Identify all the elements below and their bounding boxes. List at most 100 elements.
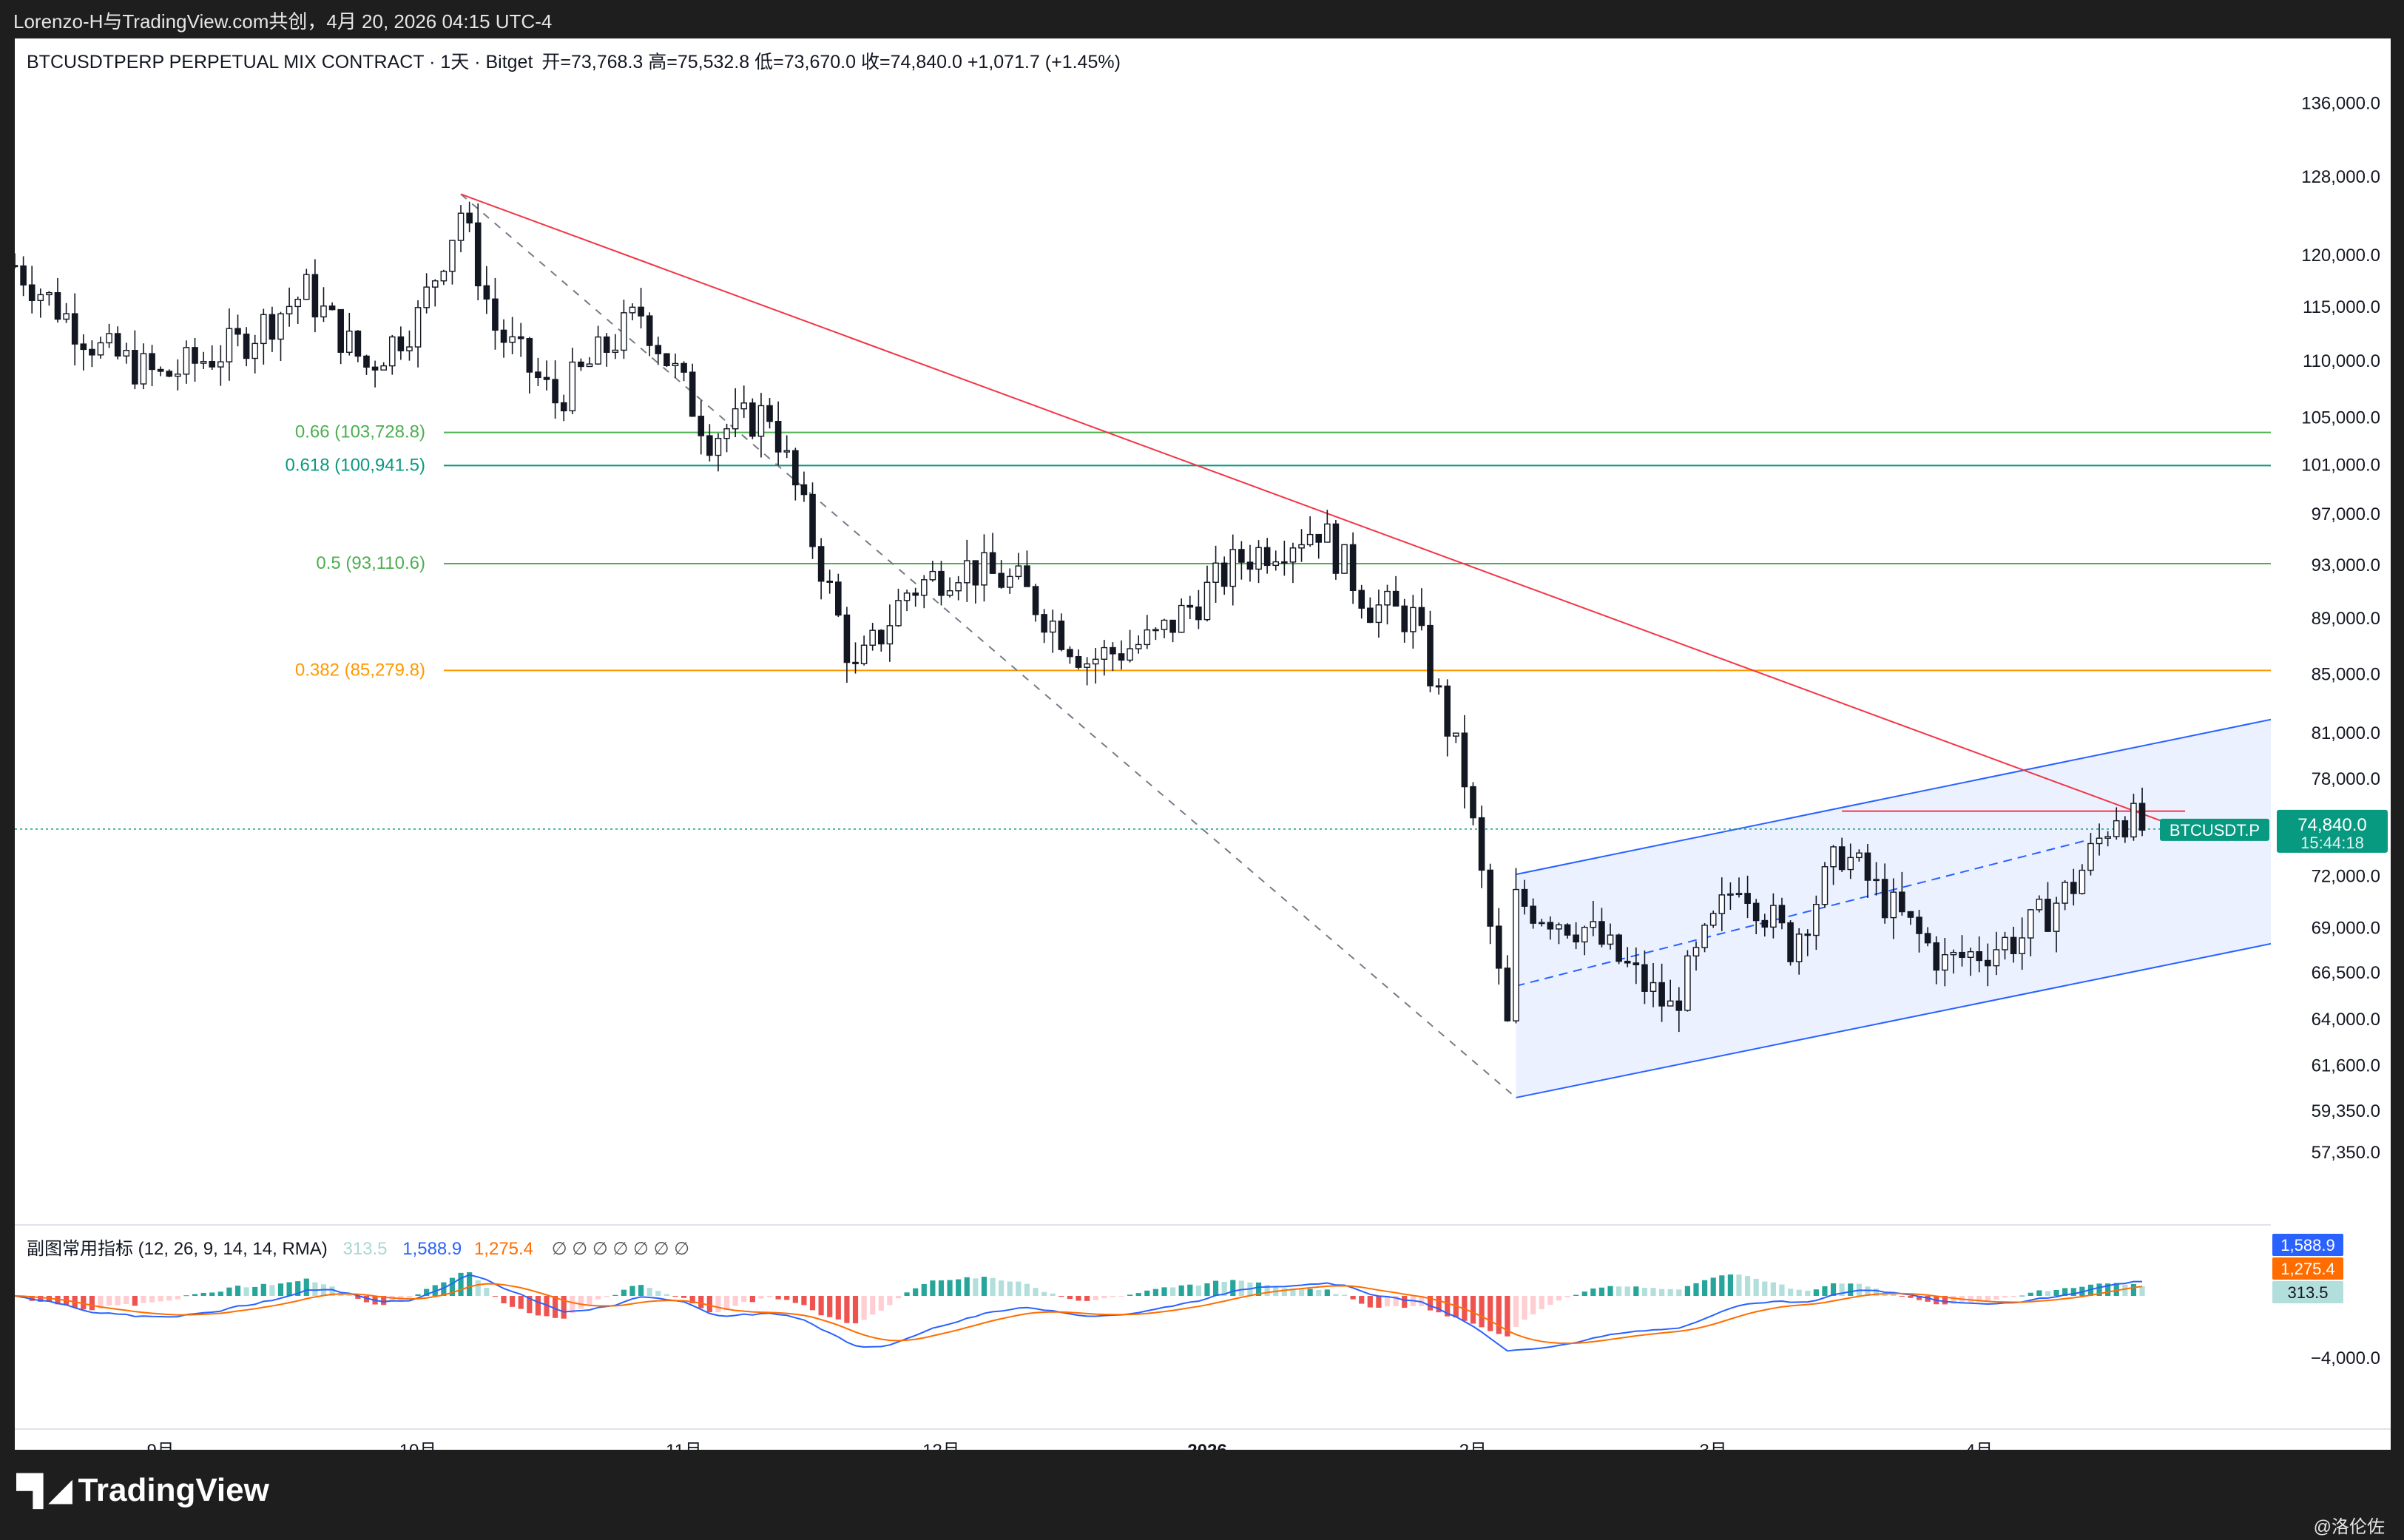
macd-histogram-bar bbox=[346, 1294, 352, 1296]
price-axis-tick: 128,000.0 bbox=[2301, 167, 2380, 187]
candle bbox=[1470, 786, 1476, 819]
signal-value-tag bbox=[2272, 1257, 2343, 1280]
candle bbox=[97, 342, 104, 356]
macd-histogram-bar bbox=[887, 1296, 893, 1306]
candle bbox=[2138, 803, 2146, 831]
indicator-title: 副图常用指标 (12, 26, 9, 14, 14, RMA) bbox=[27, 1239, 328, 1259]
macd-histogram-bar bbox=[1178, 1285, 1184, 1296]
channel-lower-line[interactable] bbox=[1516, 942, 2271, 1098]
candle bbox=[449, 240, 456, 272]
footer: ▀▌◢ TradingView @洛伦佐 bbox=[0, 1450, 2404, 1540]
macd-histogram-bar bbox=[132, 1296, 138, 1306]
candle bbox=[2027, 909, 2034, 939]
macd-histogram-bar bbox=[1787, 1289, 1794, 1296]
fib-anchor-line[interactable] bbox=[460, 193, 1517, 1098]
macd-histogram-bar bbox=[1822, 1286, 1828, 1296]
macd-histogram-bar bbox=[458, 1272, 464, 1296]
macd-histogram-bar bbox=[1127, 1294, 1133, 1296]
macd-histogram-bar bbox=[269, 1285, 275, 1296]
macd-histogram-bar bbox=[234, 1286, 241, 1296]
macd-histogram-bar bbox=[621, 1289, 627, 1296]
candle bbox=[792, 450, 799, 486]
macd-histogram-bar bbox=[1727, 1274, 1733, 1296]
macd-histogram-bar bbox=[749, 1296, 755, 1303]
macd-histogram-bar bbox=[2113, 1283, 2119, 1296]
macd-histogram-bar bbox=[870, 1296, 876, 1315]
candle bbox=[817, 546, 825, 582]
candle bbox=[1590, 921, 1597, 928]
candle bbox=[1950, 951, 1957, 956]
macd-histogram-bar bbox=[1848, 1283, 1854, 1296]
macd-histogram-bar bbox=[1195, 1285, 1201, 1296]
candle bbox=[809, 493, 816, 547]
candle bbox=[1220, 562, 1228, 587]
last-price-tag[interactable] bbox=[2277, 809, 2388, 853]
candle bbox=[2079, 869, 2086, 894]
chart-panel[interactable]: 136,000.0 128,000.0 120,000.0 115,000.0 110,… bbox=[15, 38, 2391, 1450]
candle bbox=[1933, 942, 1940, 971]
candle bbox=[1452, 732, 1459, 737]
candle bbox=[492, 298, 499, 331]
macd-histogram-bar bbox=[852, 1296, 859, 1324]
channel-upper-line[interactable] bbox=[1516, 718, 2271, 876]
candle bbox=[483, 285, 490, 300]
indicator-signal-value: 1,275.4 bbox=[474, 1239, 533, 1259]
macd-histogram-bar bbox=[29, 1296, 35, 1301]
macd-histogram-bar bbox=[527, 1296, 533, 1314]
candle bbox=[149, 353, 155, 371]
channel-mid-line[interactable] bbox=[1516, 840, 2087, 987]
chart-canvas[interactable]: 136,000.0 128,000.0 120,000.0 115,000.0 110,… bbox=[15, 38, 2391, 1450]
candle bbox=[474, 222, 482, 287]
macd-histogram-bar bbox=[2036, 1290, 2042, 1296]
candle bbox=[1118, 653, 1125, 661]
tradingview-logo[interactable]: ▀▌◢ TradingView bbox=[16, 1472, 269, 1509]
watermark-credit: @洛伦佐 bbox=[2313, 1517, 2385, 1537]
candle bbox=[2113, 820, 2120, 837]
symbol-tag[interactable] bbox=[2160, 818, 2269, 841]
candle bbox=[1521, 888, 1528, 907]
candle bbox=[1135, 644, 1142, 649]
candle bbox=[1607, 934, 1614, 945]
hist-value-tag-text: 313.5 bbox=[2287, 1283, 2328, 1302]
candle bbox=[1718, 894, 1726, 914]
candle bbox=[860, 644, 868, 664]
candle bbox=[209, 360, 216, 368]
candle bbox=[723, 428, 730, 439]
candle bbox=[1058, 621, 1065, 650]
downtrend-line[interactable] bbox=[460, 193, 2177, 828]
candle bbox=[397, 336, 405, 351]
candle bbox=[1795, 933, 1803, 962]
candle bbox=[106, 333, 112, 344]
indicator-legend: 副图常用指标 (12, 26, 9, 14, 14, RMA) 313.5 1,… bbox=[27, 1239, 689, 1259]
candle bbox=[1161, 619, 1168, 630]
candle bbox=[234, 328, 241, 335]
candle bbox=[311, 274, 319, 318]
time-axis-label: 4月 bbox=[1965, 1441, 1993, 1450]
macd-histogram-bar bbox=[303, 1278, 309, 1296]
candle bbox=[1127, 648, 1133, 661]
candle bbox=[200, 360, 207, 364]
candle bbox=[955, 582, 962, 592]
candle bbox=[80, 343, 87, 351]
candle bbox=[1341, 544, 1348, 574]
price-axis-tick: 110,000.0 bbox=[2303, 351, 2380, 371]
candle bbox=[1873, 879, 1880, 882]
time-axis-label: 2月 bbox=[1459, 1441, 1487, 1450]
candle bbox=[1152, 629, 1159, 632]
candle bbox=[672, 362, 679, 367]
macd-histogram-bar bbox=[1659, 1289, 1665, 1296]
candle bbox=[1675, 1000, 1683, 1011]
candle bbox=[1667, 1000, 1674, 1007]
candle bbox=[1075, 655, 1082, 668]
candle bbox=[1924, 933, 1931, 944]
legend-symbol: BTCUSDTPERP PERPETUAL MIX CONTRACT · 1天 … bbox=[27, 52, 1121, 72]
macd-histogram-bar bbox=[1925, 1296, 1931, 1302]
macd-histogram-bar bbox=[467, 1271, 473, 1296]
candle bbox=[1692, 947, 1700, 957]
macd-histogram-bar bbox=[1033, 1288, 1039, 1296]
macd-histogram-bar bbox=[449, 1277, 456, 1296]
macd-histogram-bar bbox=[595, 1296, 601, 1300]
candle bbox=[37, 294, 44, 301]
macd-histogram-bar bbox=[1530, 1296, 1536, 1314]
macd-histogram-bar bbox=[518, 1296, 524, 1309]
